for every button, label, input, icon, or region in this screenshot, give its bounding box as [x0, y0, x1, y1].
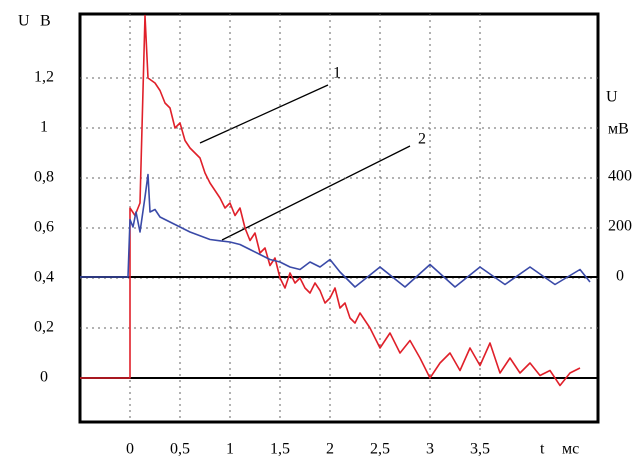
y-tick-label: 0,2	[34, 319, 54, 336]
x-axis-unit: мс	[562, 441, 579, 458]
x-tick-label: 0,5	[170, 441, 190, 458]
y-tick-label: 0,8	[34, 169, 54, 186]
y-tick-label: 0	[40, 369, 48, 386]
x-axis-label: t	[540, 441, 545, 458]
y2-tick-label: 0	[616, 268, 624, 285]
y-axis-label: U	[18, 13, 30, 30]
y-tick-label: 0,4	[34, 269, 54, 286]
x-tick-label: 2,5	[370, 441, 390, 458]
annotation: 2	[418, 131, 426, 148]
y2-tick-label: 400	[608, 168, 632, 185]
y2-axis-unit: мВ	[608, 121, 629, 138]
x-tick-label: 3	[426, 441, 434, 458]
y-axis-unit: В	[40, 13, 51, 30]
annotation: 1	[333, 65, 341, 82]
x-tick-label: 2	[326, 441, 334, 458]
x-tick-label: 3,5	[470, 441, 490, 458]
y-tick-label: 0,6	[34, 219, 54, 236]
y-tick-label: 1,2	[34, 69, 54, 86]
x-tick-label: 1,5	[270, 441, 290, 458]
y2-axis-label: U	[606, 89, 618, 106]
y-tick-label: 1	[40, 119, 48, 136]
y2-tick-label: 200	[608, 218, 632, 235]
chart: U В U мВ t мс 1 2 0 0,5 1 1,5 2 2,5 3 3,5 0 0,2 0,…	[0, 0, 639, 465]
x-tick-label: 1	[226, 441, 234, 458]
x-tick-label: 0	[126, 441, 134, 458]
